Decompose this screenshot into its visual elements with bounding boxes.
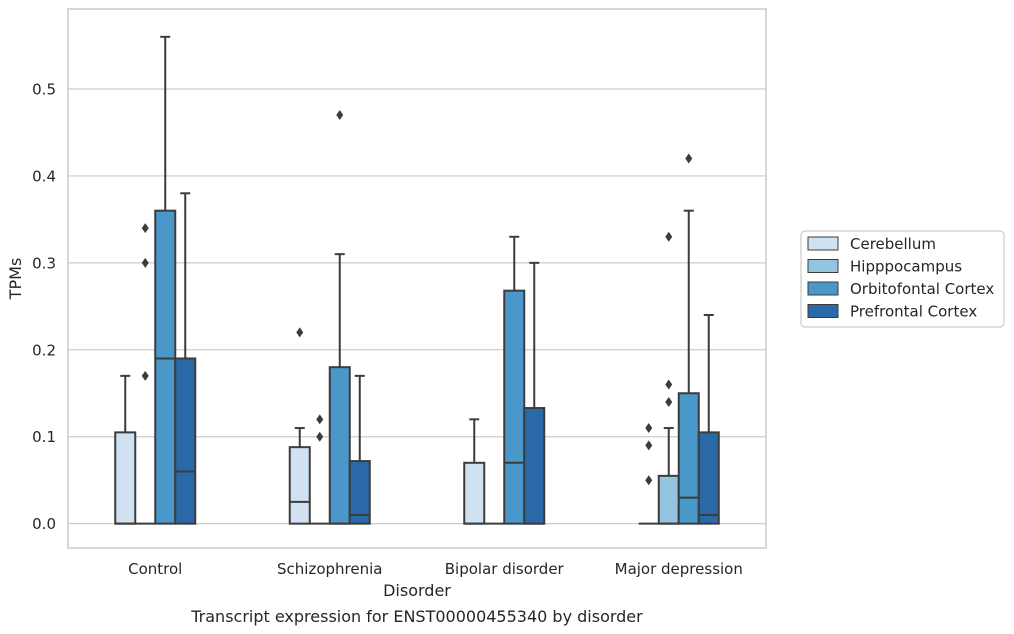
box-2-4 xyxy=(657,231,680,525)
box-1-4 xyxy=(638,423,659,525)
legend-label: Prefrontal Cortex xyxy=(850,303,977,321)
x-tick-label: Bipolar disorder xyxy=(445,560,565,578)
outlier-point xyxy=(141,223,149,234)
outlier-point xyxy=(665,231,673,242)
legend-swatch xyxy=(807,304,839,318)
y-tick-label: 0.3 xyxy=(32,254,56,272)
x-tick-label: Major depression xyxy=(615,560,743,578)
boxes xyxy=(114,35,720,525)
outlier-point xyxy=(645,423,653,434)
y-tick-label: 0.1 xyxy=(32,428,56,446)
legend-swatch xyxy=(807,259,839,273)
box-1-3 xyxy=(463,418,486,525)
box-body xyxy=(657,474,680,525)
legend-label: Orbitofontal Cortex xyxy=(850,280,994,298)
box-body xyxy=(463,461,486,525)
outlier-point xyxy=(336,110,344,121)
y-tick-label: 0.5 xyxy=(32,80,56,98)
outlier-point xyxy=(665,379,673,390)
outlier-point xyxy=(296,327,304,338)
outlier-point xyxy=(645,475,653,486)
box-1-2 xyxy=(288,327,311,525)
box-4-3 xyxy=(523,261,546,525)
x-axis-ticks: Control Schizophrenia Bipolar disorder Majo… xyxy=(128,560,743,578)
box-4-2 xyxy=(348,374,371,525)
box-body xyxy=(288,446,311,525)
legend-label: Hipppocampus xyxy=(850,258,962,276)
outlier-point xyxy=(141,370,149,381)
legend-label: Cerebellum xyxy=(850,235,936,253)
legend-swatch xyxy=(807,236,839,251)
outlier-point xyxy=(316,414,324,425)
outlier-point xyxy=(665,396,673,407)
y-tick-label: 0.2 xyxy=(32,341,56,359)
box-body xyxy=(328,366,351,525)
y-tick-label: 0.4 xyxy=(32,167,56,185)
box-body xyxy=(503,289,526,525)
legend-swatch xyxy=(807,281,839,296)
outlier-point xyxy=(685,153,693,164)
x-tick-label: Schizophrenia xyxy=(277,560,382,578)
y-tick-label: 0.0 xyxy=(32,515,56,533)
box-body xyxy=(174,357,197,525)
box-body xyxy=(697,431,720,525)
outlier-point xyxy=(316,431,324,442)
box-body xyxy=(523,407,546,525)
box-2-1 xyxy=(135,223,156,525)
y-axis-label: TPMs xyxy=(6,258,25,301)
outlier-point xyxy=(645,440,653,451)
box-body xyxy=(154,209,177,525)
box-2-2 xyxy=(309,414,330,525)
chart-caption: Transcript expression for ENST0000045534… xyxy=(190,607,643,626)
box-3-2 xyxy=(328,110,351,525)
box-1-1 xyxy=(114,374,137,525)
box-body xyxy=(348,460,371,525)
box-4-1 xyxy=(174,192,197,525)
legend-frame xyxy=(800,230,1005,328)
legend: Cerebellum Hipppocampus Orbitofontal Corte… xyxy=(800,230,1005,328)
x-axis-label: Disorder xyxy=(383,581,451,600)
box-body xyxy=(677,392,700,525)
box-body xyxy=(114,431,137,525)
outlier-point xyxy=(141,257,149,268)
box-4-4 xyxy=(697,314,720,525)
y-axis-ticks: 0.0 0.1 0.2 0.3 0.4 0.5 xyxy=(32,80,56,533)
x-tick-label: Control xyxy=(128,560,182,578)
